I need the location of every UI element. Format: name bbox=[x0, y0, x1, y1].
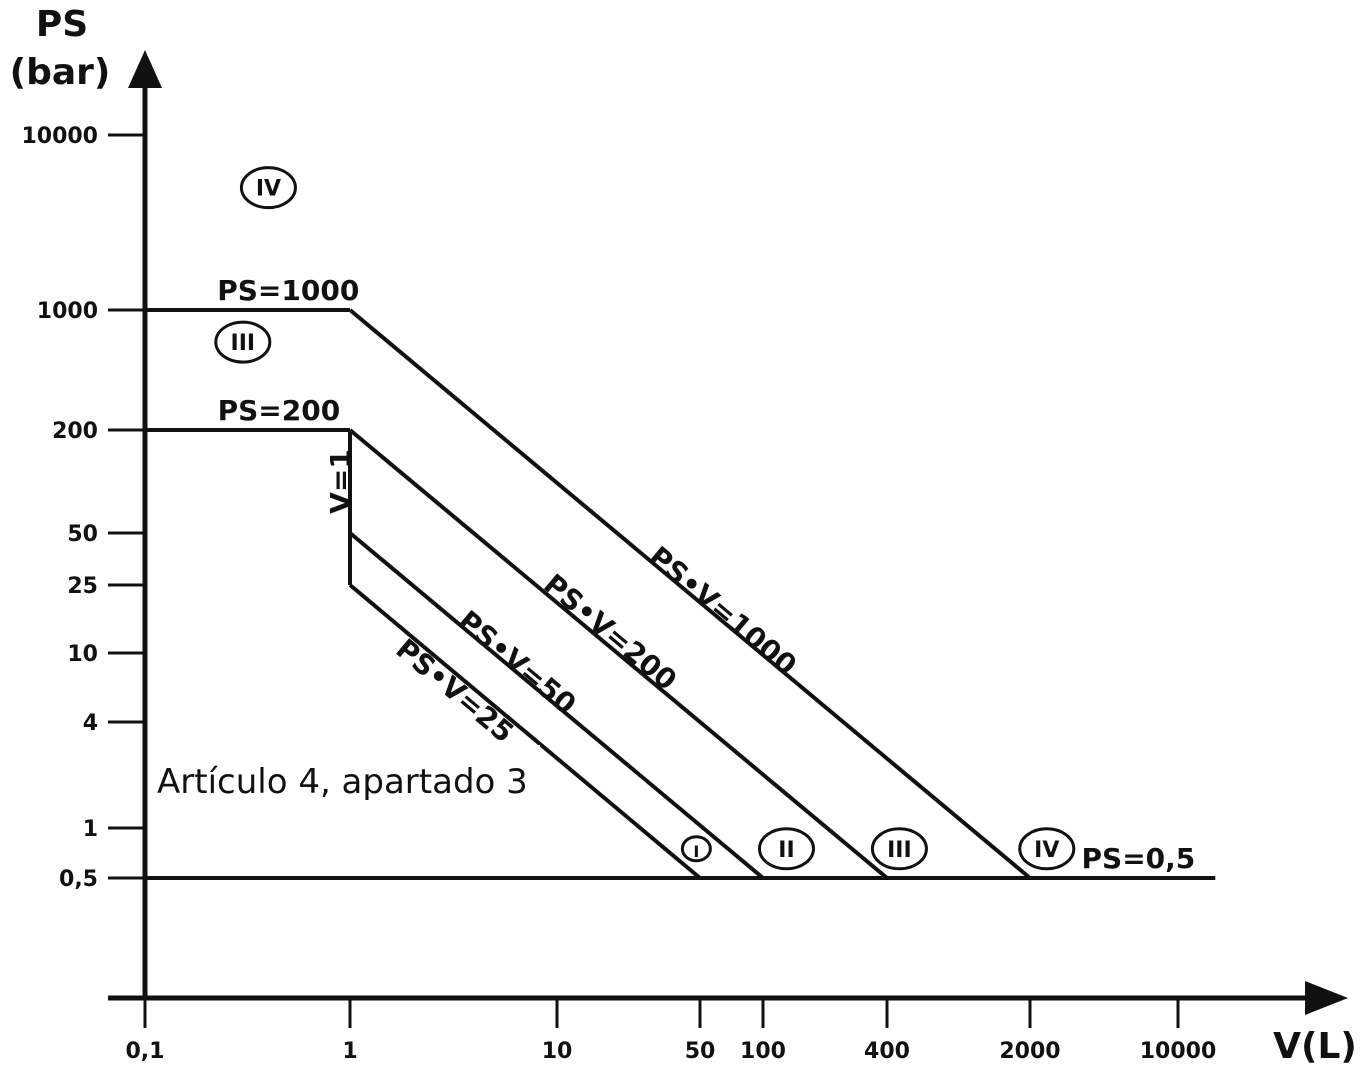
category-marker-ii: II bbox=[757, 827, 815, 871]
y-axis-title-line2: (bar) bbox=[10, 52, 111, 93]
marker-circle bbox=[680, 835, 712, 863]
marker-label: II bbox=[778, 838, 794, 863]
x-axis-ticks: 0,1 1 10 50 100 400 2000 10000 bbox=[126, 998, 1217, 1064]
axes bbox=[108, 50, 1348, 1015]
y-tick-label: 1000 bbox=[37, 299, 98, 324]
x-tick-label: 1 bbox=[342, 1039, 357, 1064]
y-tick-label: 10 bbox=[67, 642, 98, 667]
x-axis-arrow bbox=[1305, 981, 1348, 1015]
y-tick-label: 25 bbox=[67, 574, 98, 599]
category-marker-iv: IV bbox=[1018, 827, 1076, 871]
y-tick-label: 10000 bbox=[21, 124, 98, 149]
label-ps-200: PS=200 bbox=[218, 394, 341, 427]
y-tick-label: 50 bbox=[67, 522, 98, 547]
marker-label: III bbox=[231, 331, 256, 356]
label-v-1: V=1 bbox=[324, 449, 357, 514]
x-tick-label: 2000 bbox=[999, 1039, 1060, 1064]
category-marker-i: I bbox=[680, 835, 712, 863]
x-tick-label: 400 bbox=[864, 1039, 910, 1064]
marker-circle bbox=[870, 827, 928, 871]
y-axis-title-line1: PS bbox=[36, 4, 88, 45]
boundary-lines bbox=[145, 308, 1216, 880]
y-tick-label: 4 bbox=[83, 711, 98, 736]
marker-label: IV bbox=[1034, 838, 1059, 863]
y-tick-label: 0,5 bbox=[59, 867, 98, 892]
line-ps-v-50 bbox=[348, 531, 765, 880]
y-tick-label: 200 bbox=[52, 419, 98, 444]
y-axis-arrow bbox=[128, 50, 162, 88]
marker-label: I bbox=[693, 842, 699, 861]
marker-circle bbox=[239, 166, 297, 210]
category-marker-iii: III bbox=[214, 320, 272, 364]
y-tick-label: 1 bbox=[83, 817, 98, 842]
marker-circle bbox=[757, 827, 815, 871]
line-ps-v-200 bbox=[348, 428, 889, 880]
label-ps-1000: PS=1000 bbox=[217, 274, 359, 307]
x-tick-label: 0,1 bbox=[126, 1039, 165, 1064]
x-tick-label: 10 bbox=[542, 1039, 573, 1064]
y-axis-ticks: 10000 1000 200 50 25 10 4 1 0,5 bbox=[21, 124, 145, 892]
x-tick-label: 100 bbox=[740, 1039, 786, 1064]
marker-label: IV bbox=[256, 177, 281, 202]
note-box bbox=[148, 745, 540, 823]
marker-circle bbox=[1018, 827, 1076, 871]
line-ps-v-1000 bbox=[348, 308, 1032, 880]
marker-circle bbox=[214, 320, 272, 364]
label-ps-0-5: PS=0,5 bbox=[1082, 842, 1196, 875]
x-tick-label: 10000 bbox=[1140, 1039, 1217, 1064]
category-marker-iii: III bbox=[870, 827, 928, 871]
note-label: Artículo 4, apartado 3 bbox=[157, 762, 528, 802]
x-axis-title: V(L) bbox=[1273, 1026, 1357, 1067]
category-marker-iv: IV bbox=[239, 166, 297, 210]
x-tick-label: 50 bbox=[685, 1039, 716, 1064]
marker-label: III bbox=[887, 838, 912, 863]
line-ps-v-25 bbox=[348, 583, 702, 880]
